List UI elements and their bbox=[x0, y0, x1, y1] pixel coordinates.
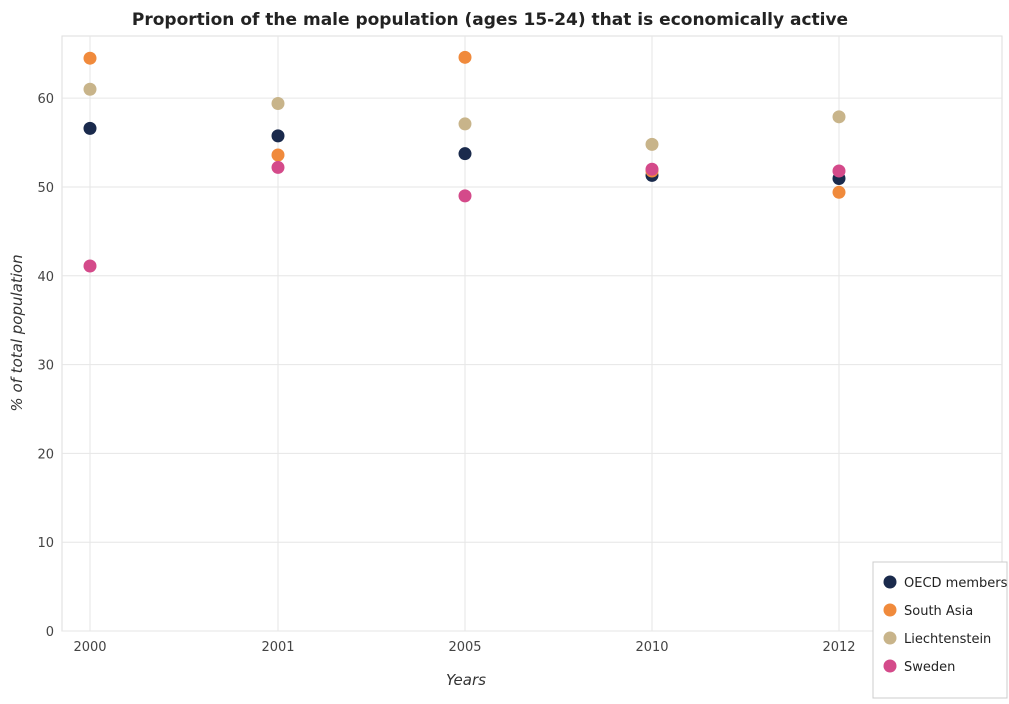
x-tick-label: 2012 bbox=[822, 640, 855, 655]
y-axis-ticks: 0 10 20 30 40 50 60 bbox=[37, 92, 54, 640]
plot-area bbox=[61, 35, 1003, 632]
data-point-south-asia bbox=[832, 185, 846, 199]
x-axis-label: Years bbox=[446, 671, 486, 689]
y-tick-label: 40 bbox=[37, 270, 54, 285]
chart-title: Proportion of the male population (ages … bbox=[132, 10, 848, 30]
data-point-sweden bbox=[83, 259, 97, 273]
y-tick-label: 30 bbox=[37, 359, 54, 374]
data-point-liechtenstein bbox=[645, 137, 659, 151]
data-point-south-asia bbox=[458, 50, 472, 64]
legend-marker bbox=[883, 659, 897, 673]
y-tick-label: 60 bbox=[37, 92, 54, 107]
data-point-sweden bbox=[645, 162, 659, 176]
data-point-sweden bbox=[832, 164, 846, 178]
y-tick-label: 10 bbox=[37, 536, 54, 551]
data-point-liechtenstein bbox=[832, 110, 846, 124]
legend-label: Sweden bbox=[904, 660, 955, 675]
data-point-liechtenstein bbox=[271, 96, 285, 110]
legend: OECD members South Asia Liechtenstein Swede… bbox=[872, 561, 1008, 699]
data-point-oecd-members bbox=[458, 147, 472, 161]
data-point-oecd-members bbox=[271, 129, 285, 143]
legend-marker bbox=[883, 603, 897, 617]
legend-marker bbox=[883, 631, 897, 645]
data-points bbox=[83, 50, 846, 273]
data-point-liechtenstein bbox=[83, 82, 97, 96]
x-tick-label: 2000 bbox=[73, 640, 106, 655]
legend-label: South Asia bbox=[904, 604, 973, 619]
legend-label: Liechtenstein bbox=[904, 632, 991, 647]
y-tick-label: 20 bbox=[37, 447, 54, 462]
x-tick-label: 2005 bbox=[448, 640, 481, 655]
legend-label: OECD members bbox=[904, 576, 1008, 591]
data-point-liechtenstein bbox=[458, 117, 472, 131]
data-point-south-asia bbox=[83, 51, 97, 65]
x-tick-label: 2001 bbox=[261, 640, 294, 655]
data-point-sweden bbox=[271, 160, 285, 174]
data-point-sweden bbox=[458, 189, 472, 203]
data-point-south-asia bbox=[271, 148, 285, 162]
y-tick-label: 50 bbox=[37, 181, 54, 196]
y-tick-label: 0 bbox=[46, 625, 54, 640]
x-axis-ticks: 2000 2001 2005 2010 2012 bbox=[73, 640, 855, 655]
x-tick-label: 2010 bbox=[635, 640, 668, 655]
legend-items: OECD members South Asia Liechtenstein Swede… bbox=[883, 575, 1008, 675]
y-axis-label: % of total population bbox=[8, 254, 26, 411]
data-point-oecd-members bbox=[83, 121, 97, 135]
legend-marker bbox=[883, 575, 897, 589]
